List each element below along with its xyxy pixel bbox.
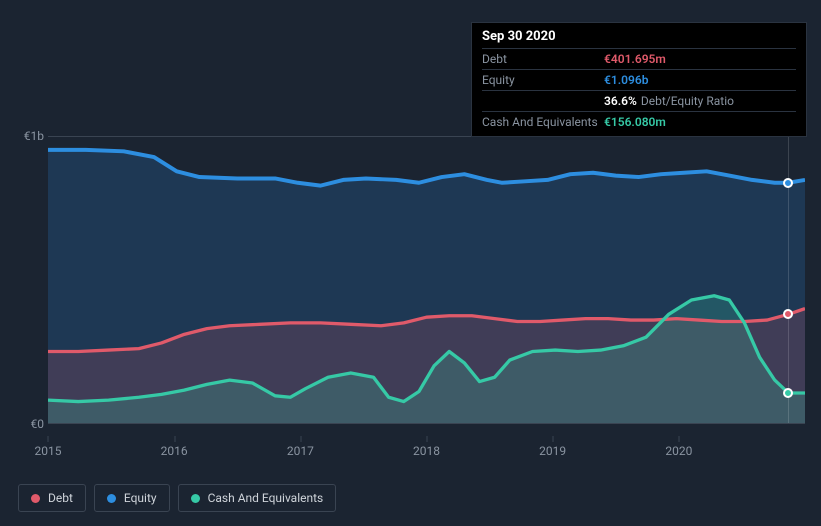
y-tick: €0 bbox=[31, 417, 45, 431]
legend: Debt Equity Cash And Equivalents bbox=[18, 484, 336, 512]
tooltip-row-label bbox=[482, 94, 604, 108]
y-axis: €1b €0 bbox=[18, 120, 48, 440]
tooltip-row-value: €1.096b bbox=[604, 73, 648, 87]
tooltip-row-value: €401.695m bbox=[604, 52, 666, 66]
tooltip-row-label: Cash And Equivalents bbox=[482, 115, 604, 129]
x-tick: 2020 bbox=[665, 444, 692, 458]
hover-tooltip: Sep 30 2020 Debt€401.695mEquity€1.096b36… bbox=[471, 22, 807, 137]
y-tick: €1b bbox=[24, 129, 44, 143]
tooltip-row: Cash And Equivalents€156.080m bbox=[482, 111, 796, 132]
legend-item-cash-and-equivalents[interactable]: Cash And Equivalents bbox=[178, 484, 337, 512]
x-tick: 2017 bbox=[287, 444, 314, 458]
tooltip-row-label: Equity bbox=[482, 73, 604, 87]
series-marker-debt bbox=[783, 309, 793, 319]
legend-label: Equity bbox=[124, 491, 157, 505]
chart-area: €1b €0 bbox=[18, 120, 805, 440]
legend-item-equity[interactable]: Equity bbox=[94, 484, 170, 512]
legend-item-debt[interactable]: Debt bbox=[18, 484, 86, 512]
tooltip-row-label: Debt bbox=[482, 52, 604, 66]
chart-svg bbox=[48, 137, 805, 423]
series-marker-equity bbox=[783, 178, 793, 188]
tooltip-row: 36.6%Debt/Equity Ratio bbox=[482, 90, 796, 111]
tooltip-row-value: 36.6%Debt/Equity Ratio bbox=[604, 94, 734, 108]
tooltip-row-value: €156.080m bbox=[604, 115, 666, 129]
series-marker-cash bbox=[783, 388, 793, 398]
x-tick: 2016 bbox=[161, 444, 188, 458]
tooltip-rows: Debt€401.695mEquity€1.096b36.6%Debt/Equi… bbox=[482, 48, 796, 132]
x-tick: 2018 bbox=[413, 444, 440, 458]
tooltip-row: Equity€1.096b bbox=[482, 69, 796, 90]
x-tick: 2015 bbox=[35, 444, 62, 458]
tooltip-row-suffix: Debt/Equity Ratio bbox=[641, 94, 734, 108]
x-tick: 2019 bbox=[539, 444, 566, 458]
legend-label: Debt bbox=[48, 491, 73, 505]
legend-label: Cash And Equivalents bbox=[208, 491, 324, 505]
x-axis: 201520162017201820192020 bbox=[48, 444, 805, 464]
plot-area[interactable] bbox=[48, 136, 805, 424]
legend-dot-icon bbox=[191, 494, 200, 503]
legend-dot-icon bbox=[107, 494, 116, 503]
tooltip-row: Debt€401.695m bbox=[482, 48, 796, 69]
legend-dot-icon bbox=[31, 494, 40, 503]
tooltip-date: Sep 30 2020 bbox=[482, 29, 796, 48]
